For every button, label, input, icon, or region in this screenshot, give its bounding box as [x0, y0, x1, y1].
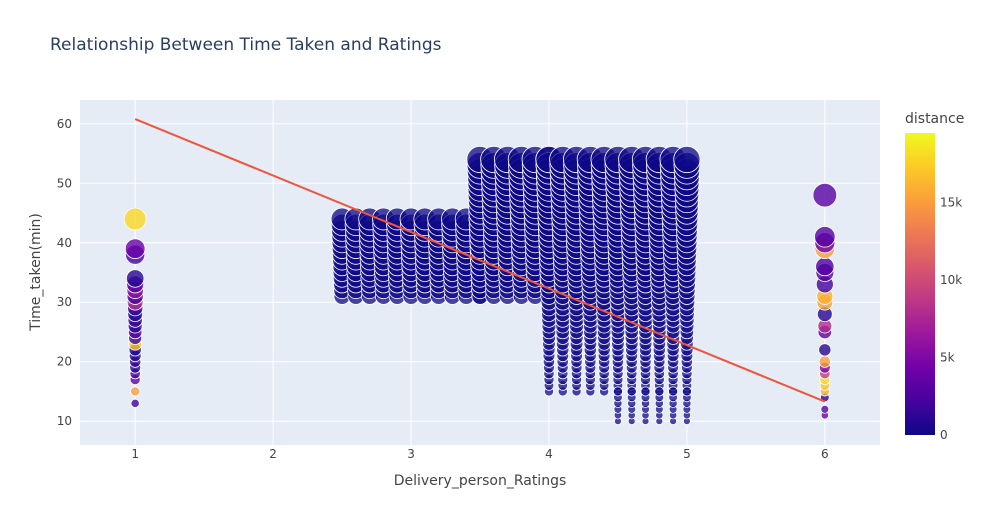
trendline-group — [134, 118, 826, 403]
data-point — [815, 256, 835, 277]
data-point — [673, 145, 701, 174]
trendline — [134, 118, 826, 403]
data-point — [130, 398, 140, 408]
y-tick-label: 20 — [57, 355, 72, 369]
y-tick-label: 10 — [57, 414, 72, 428]
x-tick-label: 6 — [821, 447, 829, 461]
data-point — [130, 386, 141, 397]
data-point — [123, 207, 147, 231]
data-point — [818, 355, 831, 368]
x-axis-ticks: 1 2 3 4 5 6 — [131, 447, 828, 461]
x-tick-label: 4 — [545, 447, 553, 461]
x-tick-label: 5 — [683, 447, 691, 461]
x-tick-label: 2 — [269, 447, 277, 461]
data-point — [125, 269, 145, 288]
colorbar-tick-label: 5k — [940, 351, 955, 365]
y-tick-label: 50 — [57, 176, 72, 190]
data-point — [820, 404, 830, 414]
chart-title: Relationship Between Time Taken and Rati… — [50, 35, 442, 55]
data-point — [612, 386, 623, 397]
data-point — [818, 343, 832, 357]
colorbar-title: distance — [905, 111, 964, 127]
data-points — [123, 145, 838, 426]
data-point — [640, 386, 651, 397]
data-point — [124, 238, 146, 259]
data-point — [668, 386, 679, 397]
colorbar-ticks: 0 5k 10k 15k — [940, 196, 962, 442]
y-tick-label: 40 — [57, 236, 72, 250]
colorbar-tick-label: 15k — [940, 196, 962, 210]
data-point — [626, 386, 637, 397]
data-point — [654, 386, 665, 397]
colorbar-tick-label: 10k — [940, 273, 962, 287]
y-axis-label: Time_taken(min) — [28, 213, 44, 332]
y-axis-ticks: 10 20 30 40 50 60 — [57, 117, 72, 428]
data-point — [681, 386, 692, 397]
data-point — [812, 182, 838, 208]
x-tick-label: 3 — [407, 447, 415, 461]
x-axis-label: Delivery_person_Ratings — [394, 473, 567, 489]
y-tick-label: 60 — [57, 117, 72, 131]
colorbar: distance 0 5k 10k 15k — [905, 111, 964, 442]
colorbar-gradient — [905, 133, 935, 435]
data-point — [814, 226, 836, 248]
y-tick-label: 30 — [57, 295, 72, 309]
x-tick-label: 1 — [131, 447, 139, 461]
colorbar-tick-label: 0 — [940, 428, 948, 442]
